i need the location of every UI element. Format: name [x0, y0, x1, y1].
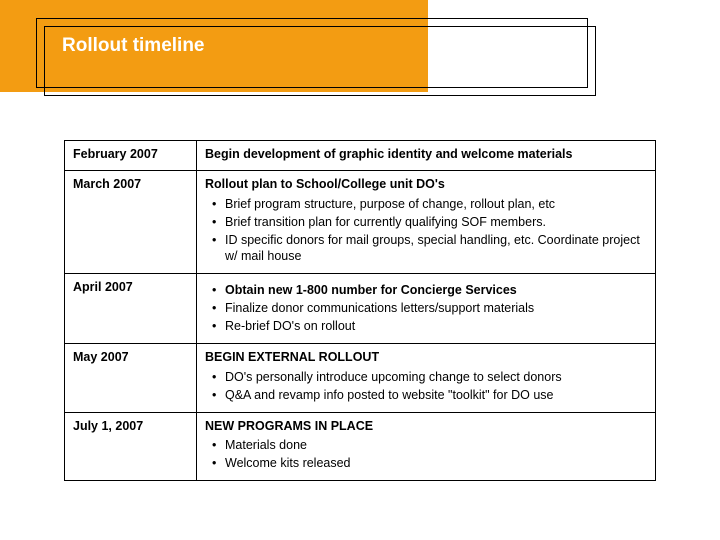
list-item: Materials done — [225, 437, 647, 454]
list-item: DO's personally introduce upcoming chang… — [225, 369, 647, 386]
date-cell: February 2007 — [65, 141, 197, 171]
page-title: Rollout timeline — [62, 35, 205, 57]
date-cell: May 2007 — [65, 343, 197, 412]
table-row: July 1, 2007 NEW PROGRAMS IN PLACE Materia… — [65, 412, 656, 481]
bullet-list: Materials doneWelcome kits released — [205, 437, 647, 472]
description-cell: NEW PROGRAMS IN PLACE Materials doneWelco… — [197, 412, 656, 481]
table-row: March 2007Rollout plan to School/College… — [65, 170, 656, 273]
lead-text: BEGIN EXTERNAL ROLLOUT — [205, 349, 647, 366]
description-cell: Begin development of graphic identity an… — [197, 141, 656, 171]
table-row: May 2007 BEGIN EXTERNAL ROLLOUT DO's perso… — [65, 343, 656, 412]
description-cell: BEGIN EXTERNAL ROLLOUT DO's personally in… — [197, 343, 656, 412]
bullet-list: Obtain new 1-800 number for Concierge Se… — [205, 282, 647, 335]
list-item: Obtain new 1-800 number for Concierge Se… — [225, 282, 647, 299]
header: Rollout timeline — [0, 0, 720, 110]
table-row: April 2007 Obtain new 1-800 number for Co… — [65, 274, 656, 344]
date-cell: July 1, 2007 — [65, 412, 197, 481]
list-item: Finalize donor communications letters/su… — [225, 300, 647, 317]
list-item: Q&A and revamp info posted to website "t… — [225, 387, 647, 404]
list-item: Welcome kits released — [225, 455, 647, 472]
bullet-list: Brief program structure, purpose of chan… — [205, 196, 647, 266]
bullet-list: DO's personally introduce upcoming chang… — [205, 369, 647, 404]
lead-text: NEW PROGRAMS IN PLACE — [205, 418, 647, 435]
description-cell: Rollout plan to School/College unit DO's… — [197, 170, 656, 273]
table-row: February 2007 Begin development of graphi… — [65, 141, 656, 171]
lead-text: Rollout plan to School/College unit DO's — [205, 176, 647, 193]
date-cell: April 2007 — [65, 274, 197, 344]
list-item: Brief transition plan for currently qual… — [225, 214, 647, 231]
description-cell: Obtain new 1-800 number for Concierge Se… — [197, 274, 656, 344]
date-cell: March 2007 — [65, 170, 197, 273]
list-item: ID specific donors for mail groups, spec… — [225, 232, 647, 266]
list-item: Re-brief DO's on rollout — [225, 318, 647, 335]
list-item: Brief program structure, purpose of chan… — [225, 196, 647, 213]
lead-text: Begin development of graphic identity an… — [205, 146, 647, 163]
timeline-table: February 2007 Begin development of graphi… — [64, 140, 656, 481]
